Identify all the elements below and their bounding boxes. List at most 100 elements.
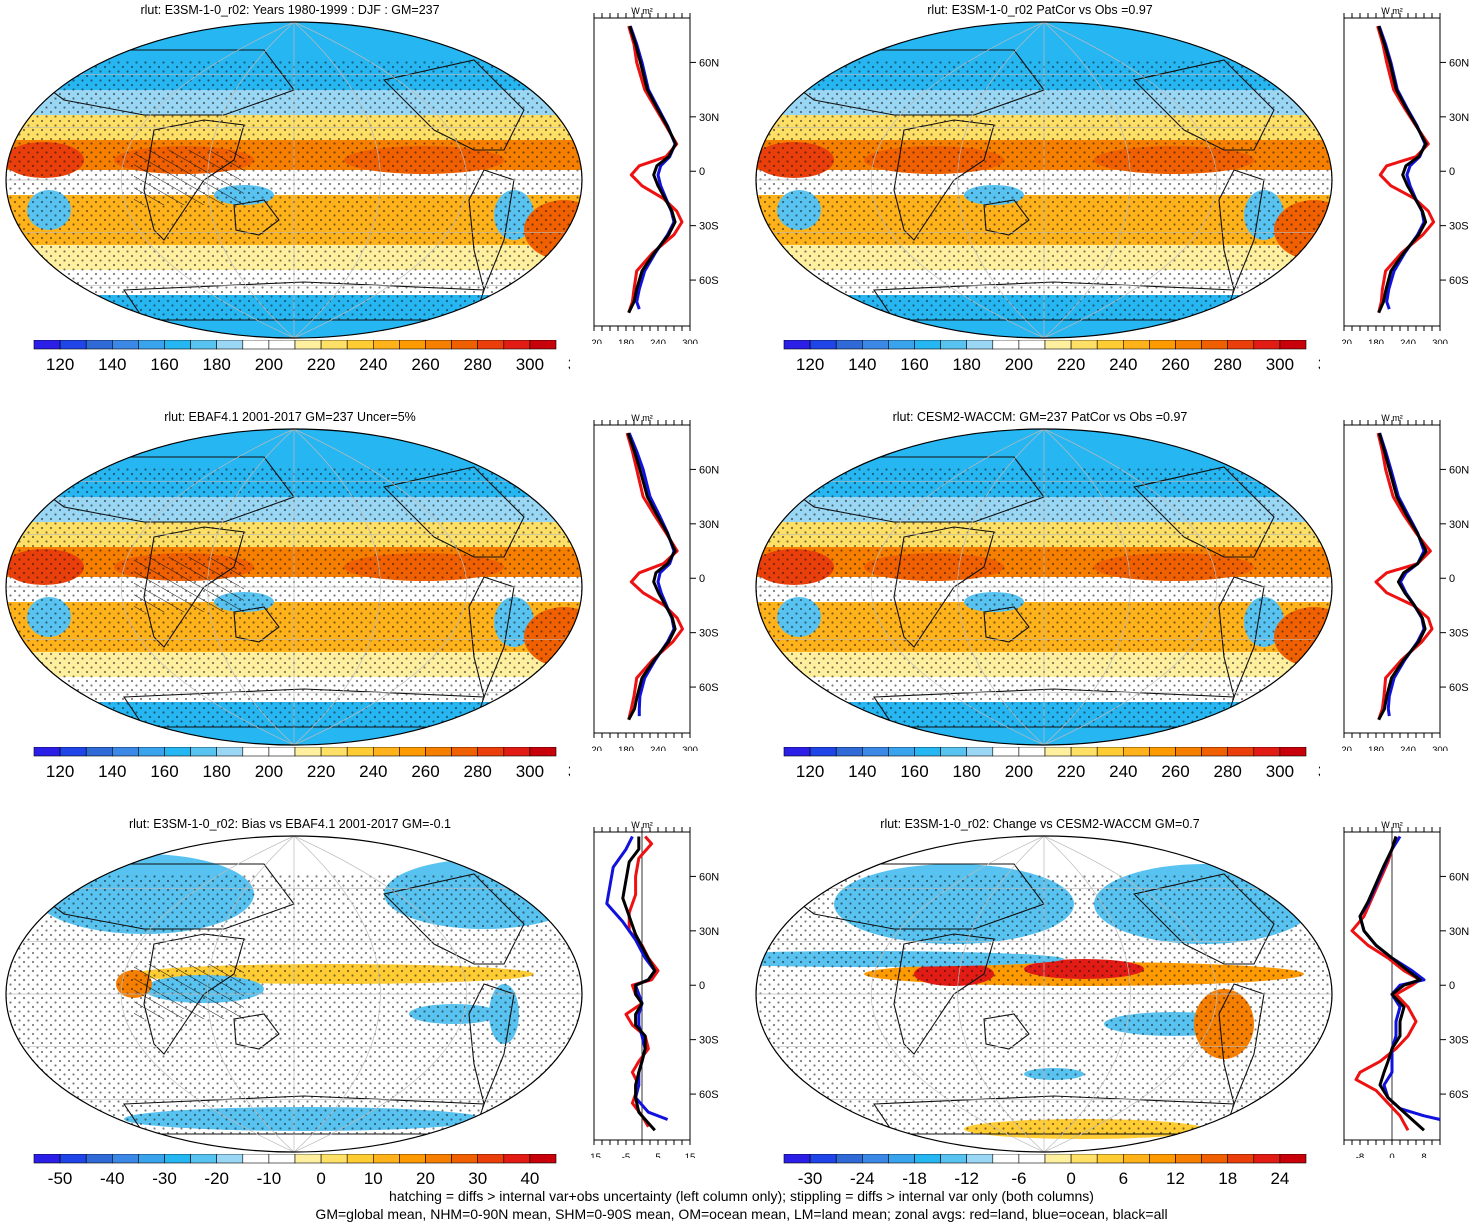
zonal-lat-label: 60N (1449, 464, 1469, 476)
colorbar-swatch (85, 340, 113, 350)
colorbar-label: 320 (1318, 355, 1320, 374)
graticule-meridian (871, 836, 1045, 1152)
colorbar-swatch (112, 747, 139, 757)
colorbar-label: 120 (46, 762, 74, 781)
colorbar-swatch (1201, 747, 1229, 757)
colorbar-swatch (529, 340, 557, 350)
colorbar-label: -40 (100, 1169, 125, 1188)
colorbar-swatch (372, 1154, 400, 1164)
colorbar: 120 140 160 180 200 220 240 260 280 300 320 (33, 340, 570, 374)
colorbar-swatch (1279, 747, 1307, 757)
zonal-lat-label: 0 (699, 166, 705, 178)
colorbar: 120 140 160 180 200 220 240 260 280 300 320 (783, 340, 1320, 374)
colorbar-swatch (399, 1154, 426, 1164)
graticule-meridian (293, 836, 381, 1152)
zonal-x-tick-label: 8 (1421, 1152, 1426, 1158)
graticule-meridian (293, 22, 381, 338)
coastline-1 (143, 933, 245, 1055)
colorbar-swatch (216, 747, 244, 757)
graticule-meridian (871, 22, 1045, 338)
colorbar-swatch (1070, 747, 1098, 757)
colorbar-swatch (1175, 340, 1202, 350)
colorbar-swatch (529, 1154, 557, 1164)
colorbar-swatch (477, 1154, 505, 1164)
colorbar-label: 300 (1266, 762, 1294, 781)
map-border (5, 21, 583, 339)
colorbar-swatch (1201, 340, 1229, 350)
zonal-lat-label: 30S (699, 1035, 719, 1047)
map-panel (755, 835, 1333, 1153)
colorbar-swatch (190, 340, 218, 350)
graticule-meridian (1043, 22, 1217, 338)
colorbar-swatch (529, 747, 557, 757)
zonal-profile: W m² 60N 30N 0 30S 60S 120 180 240 300 (590, 413, 719, 751)
coastline-5 (233, 199, 280, 236)
colorbar-swatch (164, 340, 191, 350)
colorbar-label: 120 (796, 762, 824, 781)
colorbar-label: 140 (848, 355, 876, 374)
colorbar-swatch (888, 1154, 915, 1164)
colorbar-label: 260 (411, 762, 439, 781)
colorbar-swatch (294, 340, 322, 350)
colorbar-label: 220 (1057, 355, 1085, 374)
colorbar-label: 200 (255, 762, 283, 781)
coastline-2 (772, 456, 1045, 523)
zonal-lat-label: 30N (699, 926, 719, 938)
colorbar-label: 180 (203, 762, 231, 781)
colorbar-swatch (966, 747, 994, 757)
colorbar-label: 200 (255, 355, 283, 374)
colorbar-swatch (399, 340, 426, 350)
colorbar-swatch (835, 1154, 863, 1164)
coastline-5 (983, 1013, 1030, 1050)
colorbar-swatch (59, 1154, 87, 1164)
graticule-meridian (957, 836, 1045, 1152)
zonal-x-tick-label: 240 (1400, 338, 1416, 344)
colorbar-label: 220 (307, 355, 335, 374)
coastline-3 (1132, 873, 1275, 965)
colorbar-swatch (1253, 747, 1281, 757)
hatching-overlay (134, 964, 244, 1019)
zonal-x-tick-label: 240 (1400, 745, 1416, 751)
coastline-1 (893, 119, 995, 241)
colorbar-label: 20 (416, 1169, 435, 1188)
zonal-x-tick-label: 240 (650, 338, 666, 344)
zonal-line-all (627, 25, 678, 314)
colorbar-swatch (399, 747, 426, 757)
colorbar-label: 180 (953, 355, 981, 374)
colorbar-swatch (112, 340, 139, 350)
colorbar-swatch (1149, 340, 1176, 350)
zonal-x-tick-label: 0 (1389, 1152, 1394, 1158)
colorbar: 120 140 160 180 200 220 240 260 280 300 320 (33, 747, 570, 781)
colorbar-swatch (809, 747, 837, 757)
zonal-x-tick-label: 120 (1340, 338, 1352, 344)
footer-note-hatching: hatching = diffs > internal var+obs unce… (389, 1188, 1094, 1204)
graticule-meridian (1043, 22, 1131, 338)
colorbar-swatch (33, 747, 61, 757)
colorbar-label: 160 (900, 355, 928, 374)
coastline-1 (893, 933, 995, 1055)
map-panel (5, 835, 583, 1153)
colorbar-swatch (503, 747, 531, 757)
colorbar-swatch (164, 1154, 191, 1164)
zonal-x-tick-label: 120 (1340, 745, 1352, 751)
colorbar-label: -12 (954, 1169, 979, 1188)
colorbar-swatch (1279, 340, 1307, 350)
colorbar-swatch (138, 1154, 165, 1164)
colorbar-swatch (320, 340, 348, 350)
colorbar-label: 10 (364, 1169, 383, 1188)
zonal-lat-label: 60N (699, 57, 719, 69)
colorbar-swatch (477, 340, 505, 350)
zonal-x-tick-label: 180 (618, 338, 634, 344)
colorbar-swatch (1175, 747, 1202, 757)
map-panel (755, 428, 1333, 746)
colorbar-label: -24 (850, 1169, 875, 1188)
colorbar-swatch (835, 747, 863, 757)
colorbar-swatch (268, 1154, 296, 1164)
colorbar-swatch (59, 747, 87, 757)
colorbar-label: 180 (953, 762, 981, 781)
colorbar-swatch (940, 747, 968, 757)
graticule-meridian (293, 429, 467, 745)
graticule-meridian (121, 836, 295, 1152)
colorbar-swatch (1122, 340, 1150, 350)
colorbar-swatch (268, 747, 296, 757)
